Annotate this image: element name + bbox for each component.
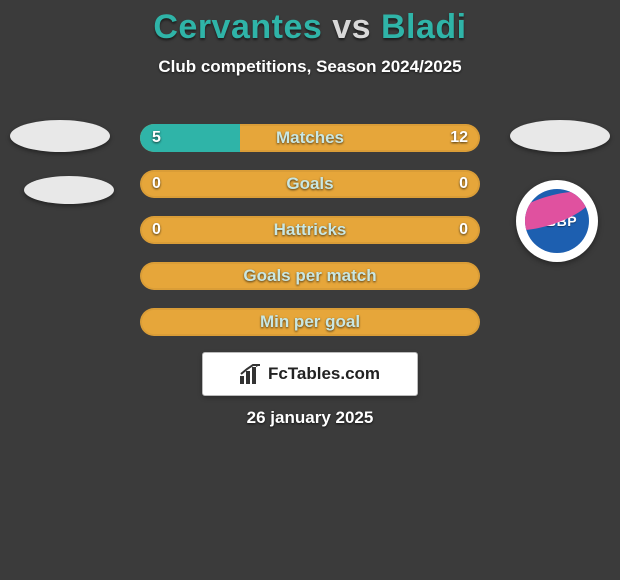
stat-row: Min per goal (140, 308, 480, 336)
stat-label: Min per goal (140, 308, 480, 336)
brand-text: FcTables.com (268, 364, 380, 384)
stat-label: Goals (140, 170, 480, 198)
stat-row: 512Matches (140, 124, 480, 152)
stat-row: Goals per match (140, 262, 480, 290)
club-badge-inner: FBBP (525, 189, 589, 253)
bar-chart-icon (240, 364, 262, 384)
stat-row: 00Goals (140, 170, 480, 198)
stat-label: Hattricks (140, 216, 480, 244)
stat-label: Matches (140, 124, 480, 152)
player-left-avatar-shadow (24, 176, 114, 204)
club-badge: FBBP (516, 180, 598, 262)
club-badge-swoosh (525, 189, 589, 238)
player-left-name: Cervantes (153, 8, 322, 46)
player-right-name: Bladi (381, 8, 467, 46)
player-right-avatar (510, 120, 610, 152)
stat-row: 00Hattricks (140, 216, 480, 244)
stat-label: Goals per match (140, 262, 480, 290)
comparison-infographic: Cervantes vs Bladi Club competitions, Se… (0, 0, 620, 580)
brand-box: FcTables.com (202, 352, 418, 396)
date-label: 26 january 2025 (0, 408, 620, 428)
page-title: Cervantes vs Bladi (0, 0, 620, 47)
subtitle: Club competitions, Season 2024/2025 (0, 57, 620, 77)
player-left-avatar (10, 120, 110, 152)
vs-separator: vs (322, 8, 381, 46)
comparison-rows: 512Matches 00Goals 00Hattricks Goals per ma… (140, 124, 480, 354)
